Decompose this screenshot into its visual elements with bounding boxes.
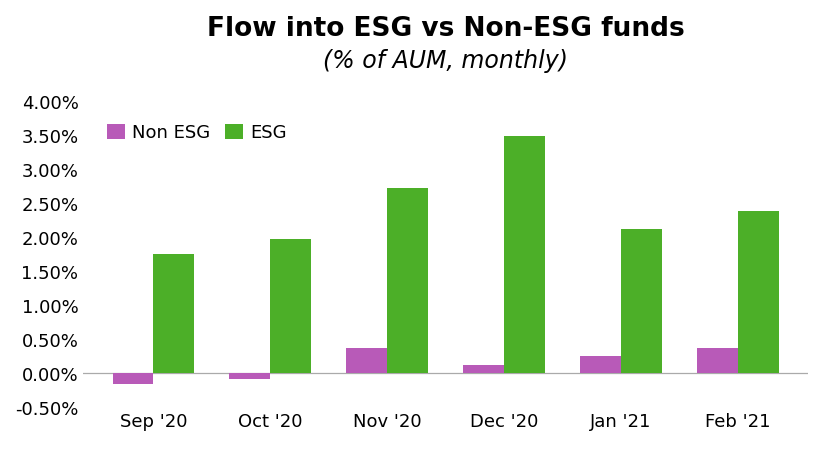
Bar (580, 357, 621, 374)
Bar (271, 239, 312, 374)
Text: (% of AUM, monthly): (% of AUM, monthly) (323, 49, 568, 73)
Bar (387, 189, 428, 374)
Bar (504, 137, 545, 374)
Bar (112, 374, 153, 384)
Bar (229, 374, 271, 379)
Bar (347, 348, 387, 374)
Bar (738, 212, 779, 374)
Bar (621, 230, 662, 374)
Legend: Non ESG, ESG: Non ESG, ESG (100, 117, 294, 150)
Bar (697, 348, 738, 374)
Bar (153, 255, 194, 374)
Bar (463, 365, 504, 374)
Text: Flow into ESG vs Non-ESG funds: Flow into ESG vs Non-ESG funds (207, 16, 685, 42)
